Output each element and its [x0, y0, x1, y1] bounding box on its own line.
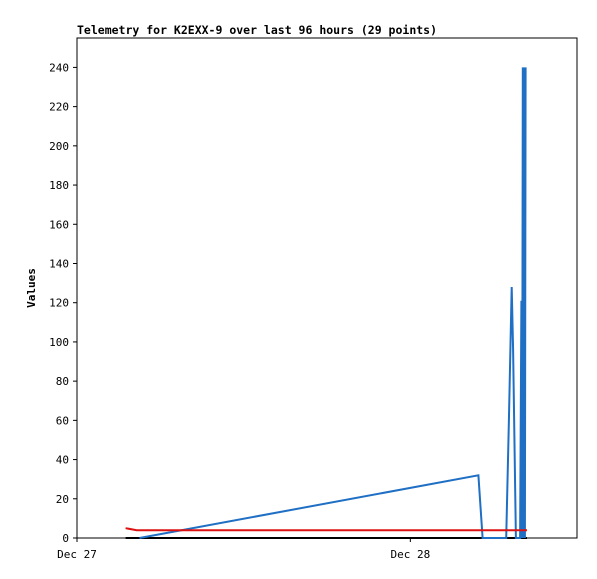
y-tick-label: 160	[49, 218, 69, 231]
y-tick-label: 180	[49, 179, 69, 192]
plot-frame	[76, 37, 578, 539]
series-line	[139, 67, 527, 539]
chart-title: Telemetry for K2EXX-9 over last 96 hours…	[77, 23, 437, 37]
y-tick-label: 240	[49, 61, 69, 74]
x-tick-label: Dec 28	[390, 548, 430, 561]
y-axis-label: Values	[25, 268, 38, 308]
y-tick-label: 120	[49, 297, 69, 310]
y-tick-label: 60	[56, 414, 69, 427]
x-tick-label: Dec 27	[57, 548, 97, 561]
y-tick-label: 100	[49, 336, 69, 349]
y-tick-label: 0	[62, 532, 69, 545]
y-tick-label: 20	[56, 493, 69, 506]
y-tick-label: 40	[56, 454, 69, 467]
y-tick-label: 200	[49, 140, 69, 153]
y-tick-label: 140	[49, 257, 69, 270]
series-line	[125, 527, 527, 532]
y-tick-label: 80	[56, 375, 69, 388]
y-tick-label: 220	[49, 101, 69, 114]
